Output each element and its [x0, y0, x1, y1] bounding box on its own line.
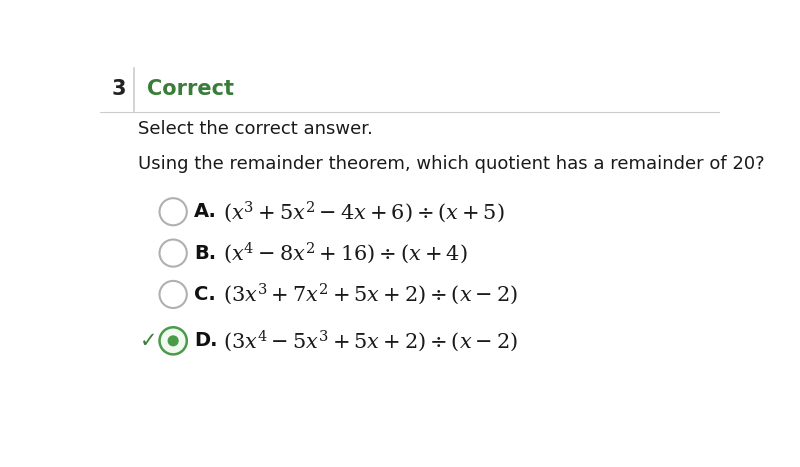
Text: $(x^3 + 5x^2 - 4x + 6) \div (x + 5)$: $(x^3 + 5x^2 - 4x + 6) \div (x + 5)$ [222, 199, 505, 225]
Text: Correct: Correct [146, 79, 234, 99]
Text: C.: C. [194, 285, 216, 304]
Text: B.: B. [194, 244, 216, 262]
Text: Select the correct answer.: Select the correct answer. [138, 120, 374, 138]
Text: $(3x^4 - 5x^3 + 5x + 2) \div (x - 2)$: $(3x^4 - 5x^3 + 5x + 2) \div (x - 2)$ [222, 328, 518, 354]
Ellipse shape [167, 335, 178, 347]
Text: D.: D. [194, 331, 218, 350]
Text: Using the remainder theorem, which quotient has a remainder of 20?: Using the remainder theorem, which quoti… [138, 155, 765, 173]
Ellipse shape [159, 327, 186, 354]
Text: ✓: ✓ [140, 331, 157, 351]
Text: $(x^4 - 8x^2 + 16) \div (x + 4)$: $(x^4 - 8x^2 + 16) \div (x + 4)$ [222, 241, 467, 266]
Text: A.: A. [194, 202, 217, 221]
Text: 3: 3 [111, 79, 126, 99]
Text: $(3x^3 + 7x^2 + 5x + 2) \div (x - 2)$: $(3x^3 + 7x^2 + 5x + 2) \div (x - 2)$ [222, 282, 518, 307]
